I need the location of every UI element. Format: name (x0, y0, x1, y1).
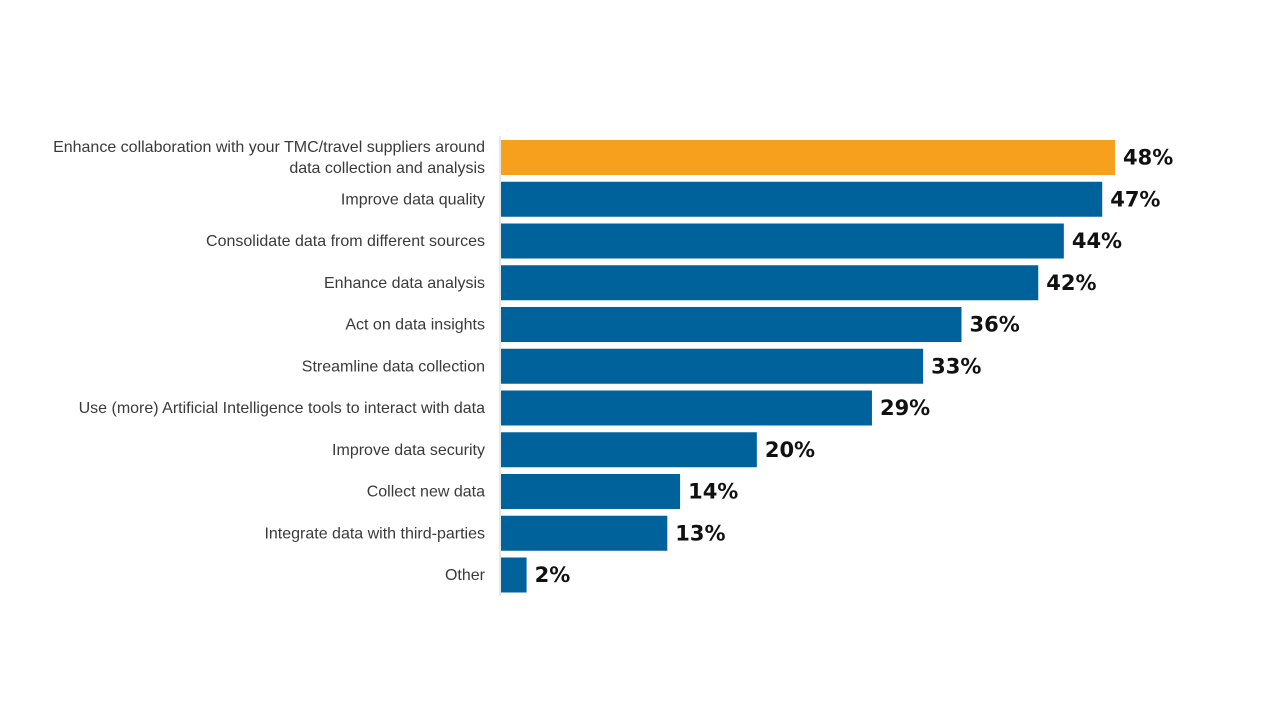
category-label-7: Improve data security (332, 442, 485, 459)
category-label-line: Consolidate data from different sources (206, 233, 485, 250)
category-label-8: Collect new data (367, 484, 485, 501)
bar-1 (501, 181, 1103, 217)
category-label-line: Improve data security (332, 442, 485, 459)
value-label-2: 44% (1072, 229, 1122, 253)
category-label-5: Streamline data collection (302, 358, 485, 375)
value-label-7: 20% (765, 438, 815, 462)
value-label-5: 33% (931, 354, 981, 378)
category-label-1: Improve data quality (341, 191, 485, 208)
bar-7 (501, 432, 757, 468)
category-label-line: Streamline data collection (302, 358, 485, 375)
category-label-0: Enhance collaboration with your TMC/trav… (53, 139, 485, 177)
bar-10 (501, 557, 527, 593)
value-label-3: 42% (1046, 271, 1096, 295)
value-label-8: 14% (688, 480, 738, 504)
value-label-6: 29% (880, 396, 930, 420)
bar-9 (501, 515, 668, 551)
category-label-line: Act on data insights (345, 317, 485, 334)
category-label-2: Consolidate data from different sources (206, 233, 485, 250)
category-label-line: Improve data quality (341, 191, 485, 208)
category-label-10: Other (445, 567, 486, 584)
value-label-1: 47% (1110, 187, 1160, 211)
category-label-line: Integrate data with third-parties (264, 525, 485, 542)
category-label-line: Use (more) Artificial Intelligence tools… (79, 400, 486, 417)
bar-8 (501, 474, 681, 509)
value-label-10: 2% (535, 563, 571, 587)
category-label-6: Use (more) Artificial Intelligence tools… (79, 400, 486, 417)
category-label-line: Other (445, 567, 486, 584)
category-label-line: Collect new data (367, 484, 485, 501)
category-label-line: data collection and analysis (289, 160, 485, 177)
bar-0 (501, 140, 1115, 175)
bar-3 (501, 265, 1039, 301)
bar-5 (501, 348, 924, 384)
value-label-4: 36% (970, 313, 1020, 337)
value-label-9: 13% (675, 521, 725, 545)
bar-4 (501, 307, 962, 342)
category-label-9: Integrate data with third-parties (264, 525, 485, 542)
category-label-line: Enhance collaboration with your TMC/trav… (53, 139, 485, 156)
category-label-line: Enhance data analysis (324, 275, 485, 292)
bar-6 (501, 390, 872, 426)
category-label-3: Enhance data analysis (324, 275, 485, 292)
category-label-4: Act on data insights (345, 317, 485, 334)
value-label-0: 48% (1123, 146, 1173, 170)
bar-2 (501, 223, 1064, 259)
